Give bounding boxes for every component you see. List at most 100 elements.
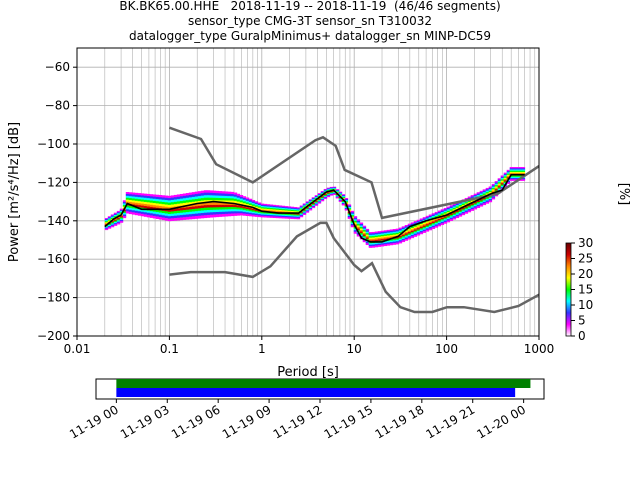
density-cell (116, 218, 121, 220)
density-cell (227, 191, 232, 195)
density-cell (422, 229, 427, 232)
density-cell (113, 218, 118, 221)
density-cell (203, 212, 208, 216)
density-cell (440, 210, 445, 213)
density-cell (155, 194, 160, 198)
density-cell (395, 239, 400, 242)
density-cell (215, 193, 220, 196)
density-cell (206, 202, 211, 206)
density-cell (152, 198, 157, 202)
density-cell (509, 168, 514, 170)
density-cell (521, 171, 526, 174)
density-cell (236, 213, 241, 216)
density-cell (224, 195, 229, 199)
density-cell (194, 203, 199, 207)
density-cell (158, 199, 163, 202)
density-cell (515, 167, 520, 169)
density-cell (413, 221, 418, 223)
density-cell (212, 190, 217, 194)
density-cell (353, 219, 358, 222)
density-cell (203, 210, 208, 214)
density-cell (392, 240, 397, 243)
density-cell (461, 207, 466, 210)
density-cell (176, 217, 181, 221)
density-cell (461, 209, 466, 211)
density-cell (380, 236, 385, 239)
density-cell (302, 205, 307, 207)
density-cell (239, 202, 244, 205)
density-cell (506, 181, 511, 183)
density-cell (374, 232, 379, 235)
density-cell (110, 214, 115, 216)
density-cell (440, 212, 445, 214)
density-cell (146, 204, 151, 207)
density-cell (218, 207, 223, 210)
density-cell (191, 196, 196, 200)
density-cell (122, 205, 127, 208)
density-cell (182, 210, 187, 213)
density-cell (275, 215, 280, 218)
density-cell (152, 200, 157, 204)
density-cell (470, 204, 475, 207)
density-cell (434, 214, 439, 217)
density-cell (170, 199, 175, 203)
density-cell (248, 201, 253, 204)
density-cell (419, 226, 424, 229)
density-cell (368, 244, 373, 247)
density-cell (179, 201, 184, 204)
density-cell (185, 209, 190, 213)
density-cell (449, 206, 454, 209)
density-cell (158, 214, 163, 218)
density-cell (185, 214, 190, 218)
noise-model-high-line (168, 126, 539, 220)
density-cell (251, 204, 256, 207)
density-cell (245, 200, 250, 203)
density-cell (158, 205, 163, 209)
density-cell (266, 214, 271, 217)
density-cell (269, 206, 274, 209)
density-cell (410, 234, 415, 237)
density-cell (485, 193, 490, 196)
x-tick-label: 0.01 (64, 342, 91, 356)
density-cell (482, 193, 487, 196)
density-cell (254, 213, 259, 216)
density-cell (146, 212, 151, 216)
density-cell (266, 208, 271, 211)
coverage-tick-label: 11-19 18 (373, 402, 427, 441)
density-cell (173, 217, 178, 221)
density-cell (452, 216, 457, 219)
density-cell (518, 169, 523, 172)
density-cell (479, 194, 484, 197)
y-tick-label: −180 (37, 291, 70, 305)
density-cell (227, 196, 232, 199)
density-cell (155, 203, 160, 206)
density-cell (362, 240, 367, 243)
density-cell (134, 192, 139, 196)
density-cell (386, 234, 391, 236)
density-cell (407, 233, 412, 236)
density-cell (443, 209, 448, 212)
density-cell (131, 200, 136, 203)
density-cell (182, 207, 187, 211)
density-cell (335, 196, 340, 198)
density-cell (392, 234, 397, 237)
density-cell (203, 190, 208, 194)
density-cell (269, 209, 274, 211)
density-cell (227, 209, 232, 212)
density-cell (167, 204, 172, 208)
density-cell (209, 212, 214, 216)
density-cell (308, 205, 313, 207)
density-cell (404, 237, 409, 240)
density-cell (269, 216, 274, 218)
density-cell (413, 233, 418, 236)
density-cell (179, 196, 184, 200)
density-cell (437, 218, 442, 221)
median-psd-line (104, 173, 525, 243)
density-cell (140, 205, 145, 209)
density-cell (230, 204, 235, 208)
density-cell (476, 195, 481, 197)
density-cell (107, 220, 112, 223)
density-cell (401, 240, 406, 243)
density-cell (137, 199, 142, 202)
density-cell (224, 193, 229, 197)
